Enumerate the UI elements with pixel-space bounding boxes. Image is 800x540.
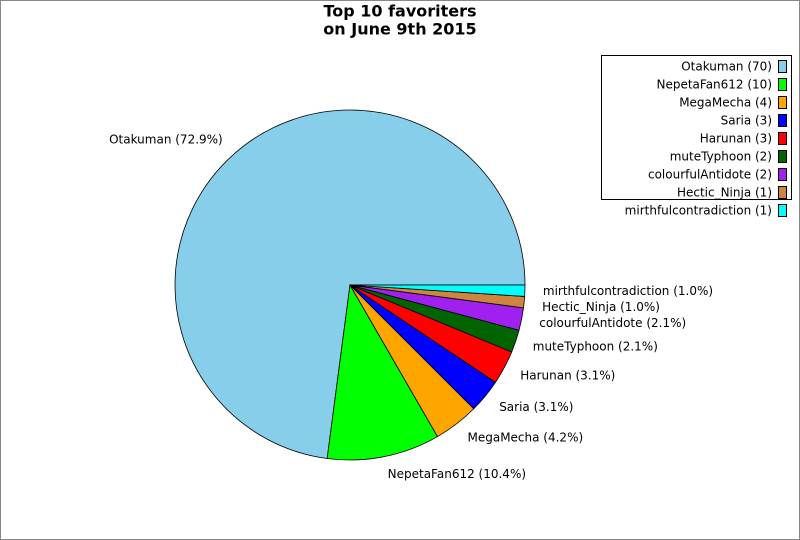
legend-swatch: [778, 204, 787, 217]
slice-label: Harunan (3.1%): [520, 368, 615, 382]
legend-swatch: [778, 78, 787, 91]
legend-label: colourfulAntidote (2): [648, 168, 772, 182]
legend-label: NepetaFan612 (10): [656, 78, 772, 92]
legend-label: Otakuman (70): [681, 60, 772, 74]
legend-swatch: [778, 60, 787, 73]
legend: [601, 55, 792, 200]
slice-label: muteTyphoon (2.1%): [533, 340, 658, 354]
pie-slice: [349, 284, 526, 297]
legend-swatch: [778, 168, 787, 181]
pie-slice: [326, 283, 439, 461]
legend-swatch: [778, 96, 787, 109]
legend-label: muteTyphoon (2): [670, 150, 772, 164]
legend-label: Saria (3): [721, 114, 772, 128]
legend-label: Hectic_Ninja (1): [677, 186, 772, 200]
slice-label: MegaMecha (4.2%): [467, 431, 583, 445]
legend-swatch: [778, 132, 787, 145]
legend-label: Harunan (3): [700, 132, 772, 146]
legend-label: mirthfulcontradiction (1): [625, 204, 772, 218]
legend-swatch: [778, 114, 787, 127]
legend-swatch: [778, 150, 787, 163]
slice-label: Otakuman (72.9%): [109, 132, 223, 146]
chart-title: Top 10 favoriters: [323, 2, 476, 21]
slice-label: mirthfulcontradiction (1.0%): [543, 284, 713, 298]
chart-subtitle: on June 9th 2015: [323, 20, 476, 39]
legend-swatch: [778, 186, 787, 199]
legend-label: MegaMecha (4): [679, 96, 772, 110]
slice-label: NepetaFan612 (10.4%): [388, 467, 526, 481]
slice-label: Saria (3.1%): [499, 400, 573, 414]
slice-label: colourfulAntidote (2.1%): [539, 316, 686, 330]
slice-label: Hectic_Ninja (1.0%): [542, 300, 660, 314]
